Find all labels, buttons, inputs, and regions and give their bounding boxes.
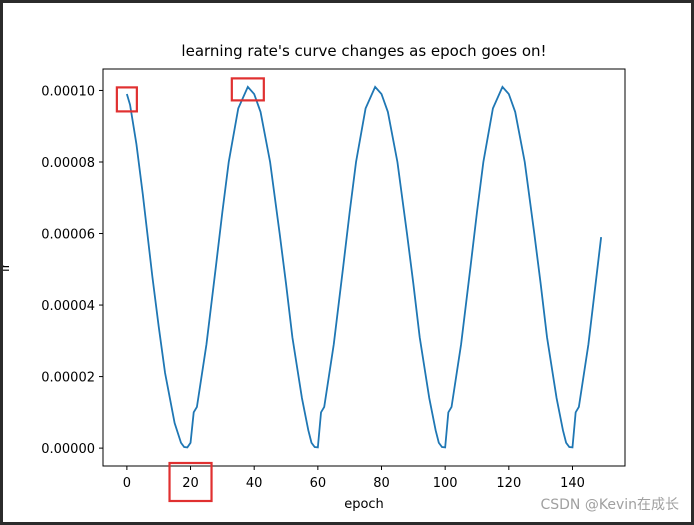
y-tick-label: 0.00010 (41, 84, 95, 99)
y-tick-label: 0.00006 (41, 228, 95, 243)
series-line-learning-rate (126, 85, 603, 449)
annotation-box-peak (230, 77, 265, 102)
x-tick-label: 20 (182, 476, 199, 491)
x-tick-label: 60 (310, 476, 327, 491)
chart-title: learning rate's curve changes as epoch g… (181, 42, 546, 60)
y-tick-label: 0.00004 (41, 299, 95, 314)
plot-area (102, 68, 626, 467)
watermark: CSDN @Kevin在成长 (540, 497, 679, 513)
figure-window: learning rate's curve changes as epoch g… (3, 3, 691, 522)
x-tick-label: 100 (433, 476, 458, 491)
annotation-box-epoch-20 (168, 461, 213, 503)
x-tick-label: 40 (246, 476, 263, 491)
y-tick-label: 0.00002 (41, 371, 95, 386)
x-tick-label: 0 (123, 476, 131, 491)
x-tick-label: 140 (560, 476, 585, 491)
x-tick-label: 80 (373, 476, 390, 491)
x-tick-label: 120 (496, 476, 521, 491)
annotation-boxes (115, 77, 265, 503)
lr-chart: learning rate's curve changes as epoch g… (3, 42, 626, 512)
x-axis: 0 20 40 60 80 100 120 140 (123, 466, 585, 491)
annotation-box-start (115, 86, 138, 113)
y-axis-label: lr (3, 262, 13, 272)
y-tick-label: 0.00008 (41, 156, 95, 171)
x-axis-label: epoch (344, 497, 384, 512)
y-tick-label: 0.00000 (41, 442, 95, 457)
y-axis: 0.00000 0.00002 0.00004 0.00006 0.00008 0.000… (41, 84, 103, 457)
